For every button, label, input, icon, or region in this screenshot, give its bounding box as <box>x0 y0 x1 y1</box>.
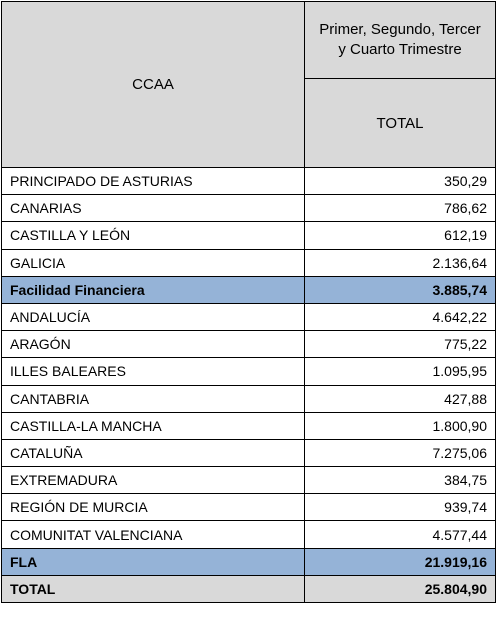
region-cell: CATALUÑA <box>1 438 305 468</box>
table-row: TOTAL 25.804,90 <box>1 574 496 604</box>
amount-cell: 3.885,74 <box>304 275 496 304</box>
table-row: EXTREMADURA 384,75 <box>1 466 496 495</box>
amount-cell: 21.919,16 <box>304 547 496 576</box>
region-cell: CANTABRIA <box>1 384 305 413</box>
amount-cell: 427,88 <box>304 384 496 413</box>
table-row: ARAGÓN 775,22 <box>1 330 496 359</box>
amount-cell: 1.800,90 <box>304 411 496 440</box>
table-row: CANARIAS 786,62 <box>1 194 496 223</box>
table-row: GALICIA 2.136,64 <box>1 248 496 277</box>
data-table: CCAA Primer, Segundo, Tercer y Cuarto Tr… <box>1 1 496 604</box>
amount-cell: 2.136,64 <box>304 248 496 277</box>
header-ccaa: CCAA <box>1 1 305 168</box>
amount-cell: 25.804,90 <box>304 574 496 604</box>
table-body: PRINCIPADO DE ASTURIAS 350,29 CANARIAS 786,… <box>1 166 496 604</box>
amount-cell: 384,75 <box>304 466 496 495</box>
table-row: ILLES BALEARES 1.095,95 <box>1 357 496 386</box>
region-cell: ILLES BALEARES <box>1 357 305 386</box>
amount-cell: 786,62 <box>304 194 496 223</box>
table-row: ANDALUCÍA 4.642,22 <box>1 302 496 332</box>
region-cell: CASTILLA Y LEÓN <box>1 221 305 250</box>
region-cell: EXTREMADURA <box>1 466 305 495</box>
amount-cell: 775,22 <box>304 330 496 359</box>
region-cell: REGIÓN DE MURCIA <box>1 493 305 522</box>
region-cell: PRINCIPADO DE ASTURIAS <box>1 166 305 196</box>
amount-cell: 612,19 <box>304 221 496 250</box>
region-cell: ANDALUCÍA <box>1 302 305 332</box>
table-row: CASTILLA Y LEÓN 612,19 <box>1 221 496 250</box>
table-row: CASTILLA-LA MANCHA 1.800,90 <box>1 411 496 440</box>
amount-cell: 350,29 <box>304 166 496 196</box>
amount-cell: 939,74 <box>304 493 496 522</box>
table-row: COMUNITAT VALENCIANA 4.577,44 <box>1 520 496 549</box>
table-row: FLA 21.919,16 <box>1 547 496 576</box>
table-row: PRINCIPADO DE ASTURIAS 350,29 <box>1 166 496 196</box>
region-cell: TOTAL <box>1 574 305 604</box>
header-total: TOTAL <box>304 78 496 168</box>
amount-cell: 1.095,95 <box>304 357 496 386</box>
amount-cell: 7.275,06 <box>304 438 496 468</box>
region-cell: ARAGÓN <box>1 330 305 359</box>
amount-cell: 4.577,44 <box>304 520 496 549</box>
region-cell: COMUNITAT VALENCIANA <box>1 520 305 549</box>
table-row: REGIÓN DE MURCIA 939,74 <box>1 493 496 522</box>
region-cell: CANARIAS <box>1 194 305 223</box>
region-cell: Facilidad Financiera <box>1 275 305 304</box>
region-cell: FLA <box>1 547 305 576</box>
region-cell: GALICIA <box>1 248 305 277</box>
table-row: CANTABRIA 427,88 <box>1 384 496 413</box>
region-cell: CASTILLA-LA MANCHA <box>1 411 305 440</box>
table-row: Facilidad Financiera 3.885,74 <box>1 275 496 304</box>
amount-cell: 4.642,22 <box>304 302 496 332</box>
header-period: Primer, Segundo, Tercer y Cuarto Trimest… <box>304 1 496 79</box>
table-row: CATALUÑA 7.275,06 <box>1 438 496 468</box>
